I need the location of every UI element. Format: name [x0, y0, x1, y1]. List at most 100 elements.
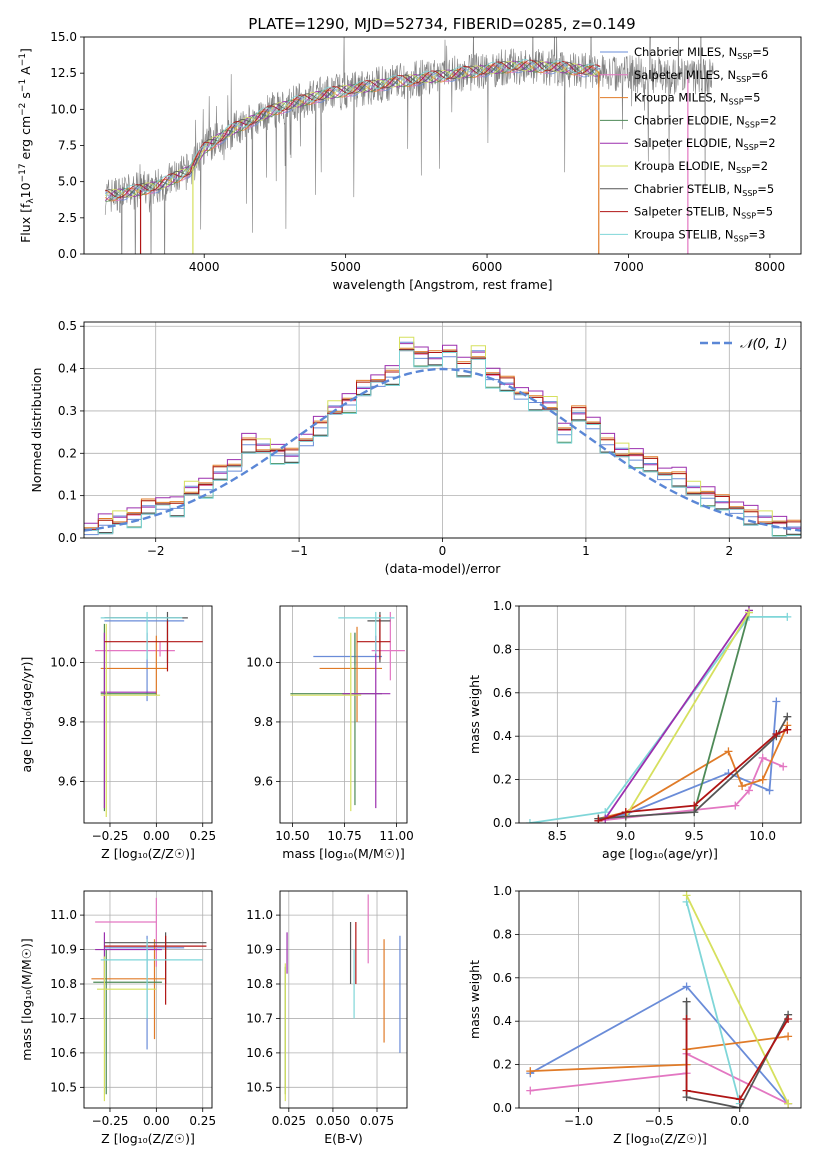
model-line-chabrier_miles — [105, 62, 601, 201]
y-tick-label: 9.8 — [58, 715, 77, 729]
y-tick-label: 0.2 — [493, 1058, 512, 1072]
x-axis-label: mass [log₁₀(M/M☉)] — [282, 846, 404, 861]
axes: 10.50 10.75 11.00 9.6 9.8 10.0 mass [log₁₀(M/M… — [246, 605, 414, 861]
axes-frame — [83, 605, 213, 824]
x-tick-label: −0.5 — [645, 1114, 674, 1128]
y-tick-label: 10.0 — [246, 655, 273, 669]
plot-area — [95, 611, 203, 818]
x-tick-label: 7000 — [613, 260, 644, 274]
plot-area — [84, 336, 801, 537]
axes: −1.0 −0.5 0.0 0.0 0.2 0.4 0.6 0.8 1.0 Z [log₁₀(Z/… — [467, 884, 802, 1146]
weight-line-kroupa_stelib — [685, 901, 741, 1104]
y-tick-label: 5.0 — [58, 175, 77, 189]
x-tick-label: 0.25 — [189, 1114, 216, 1128]
x-tick-label: −1.0 — [564, 1114, 593, 1128]
y-tick-label: 10.7 — [50, 1011, 77, 1025]
y-tick-label: 0.0 — [58, 247, 77, 261]
x-tick-label: 0.025 — [272, 1114, 306, 1128]
y-tick-label: 0.6 — [493, 971, 512, 985]
axes: −0.25 0.00 0.25 10.5 10.6 10.7 10.8 10.9 11.0 Z [… — [19, 890, 216, 1146]
axes-frame — [518, 605, 802, 824]
errorbar-point — [338, 611, 395, 654]
y-axis-label: mass weight — [467, 960, 482, 1039]
x-tick-label: −0.25 — [92, 1114, 129, 1128]
x-tick-label: −0.25 — [92, 829, 129, 843]
axes: 4000 5000 6000 7000 8000 0.0 2.5 5.0 7.5 10.0 12.5… — [18, 30, 802, 292]
plus-marker — [526, 1086, 535, 1095]
x-tick-label: 11.00 — [379, 829, 413, 843]
x-tick-label: 10.0 — [749, 829, 776, 843]
axes-frame — [279, 605, 408, 824]
y-tick-label: 0.0 — [58, 531, 77, 545]
figure-title: PLATE=1290, MJD=52734, FIBERID=0285, z=0… — [248, 15, 635, 33]
x-tick-label: 10.50 — [275, 829, 309, 843]
legend-label: 𝒩(0, 1) — [740, 337, 787, 352]
plot-area — [526, 891, 793, 1108]
plus-marker — [682, 982, 691, 991]
x-tick-label: −1 — [290, 544, 308, 558]
axes: 8.5 9.0 9.5 10.0 0.0 0.2 0.4 0.6 0.8 1.0 age [log₁… — [467, 599, 802, 861]
errorbar-point — [371, 611, 405, 681]
plus-marker — [772, 697, 781, 706]
normal-curve — [84, 367, 801, 532]
y-tick-label: 0.4 — [58, 362, 77, 376]
y-tick-label: 0.6 — [493, 686, 512, 700]
y-tick-label: 15.0 — [50, 30, 77, 44]
errorbar-point — [290, 632, 362, 812]
plus-marker — [784, 1015, 793, 1024]
y-tick-label: 10.5 — [246, 1080, 273, 1094]
legend-label: Kroupa ELODIE, NSSP=2 — [634, 159, 768, 175]
plus-marker — [690, 801, 699, 810]
plus-marker — [735, 1104, 744, 1108]
panel-spectrum: 4000 5000 6000 7000 8000 0.0 2.5 5.0 7.5 10.0 12.5… — [18, 30, 802, 292]
model-line-salpeter_elodie — [104, 60, 601, 201]
weight-line-salpeter_elodie — [604, 609, 750, 820]
plus-marker — [779, 762, 788, 771]
y-axis-label: Flux [fλ10−17 erg cm−2 s−1 A−1] — [18, 48, 36, 243]
y-tick-label: 0.2 — [58, 446, 77, 460]
plus-marker — [525, 819, 534, 823]
errorbar-point — [357, 614, 391, 660]
grid — [280, 891, 407, 1108]
axes-frame — [518, 890, 802, 1109]
hist-kroupa_stelib — [84, 350, 801, 537]
panel-residuals: −2 −1 0 1 2 0.0 0.1 0.2 0.3 0.4 0.5 (data-model)/er… — [29, 319, 802, 576]
axes: 0.025 0.050 0.075 10.5 10.6 10.7 10.8 10.9 11.0 E… — [246, 890, 408, 1146]
x-axis-label: Z [log₁₀(Z/Z☉)] — [101, 846, 195, 861]
legend-label: Salpeter STELIB, NSSP=5 — [634, 205, 773, 221]
panel-weight-vs-age: 8.5 9.0 9.5 10.0 0.0 0.2 0.4 0.6 0.8 1.0 age [log₁… — [467, 599, 802, 861]
plus-marker — [758, 775, 767, 784]
plus-marker — [744, 608, 753, 617]
axes: −2 −1 0 1 2 0.0 0.1 0.2 0.3 0.4 0.5 (data-model)/er… — [29, 319, 802, 576]
grid — [84, 891, 212, 1108]
axes-frame — [279, 890, 408, 1109]
x-tick-label: 5000 — [330, 260, 361, 274]
y-tick-label: 0.2 — [493, 773, 512, 787]
legend-label: Salpeter MILES, NSSP=6 — [634, 68, 768, 84]
x-tick-label: 8.5 — [548, 829, 567, 843]
plus-marker — [682, 891, 691, 900]
plus-marker — [682, 1086, 691, 1095]
legend-label: Kroupa MILES, NSSP=5 — [634, 91, 760, 107]
weight-line-salpeter_stelib — [685, 1018, 789, 1101]
plot-area — [104, 37, 714, 254]
plus-marker — [758, 753, 767, 762]
y-tick-label: 9.6 — [254, 774, 273, 788]
plus-marker — [772, 730, 781, 739]
y-tick-label: 2.5 — [58, 211, 77, 225]
x-axis-label: E(B-V) — [324, 1131, 363, 1146]
x-tick-label: 6000 — [472, 260, 503, 274]
y-axis-label: Normed distribution — [29, 368, 44, 493]
x-tick-label: 8000 — [755, 260, 786, 274]
errorbar-point — [95, 641, 175, 657]
x-tick-label: 0.0 — [730, 1114, 749, 1128]
plus-marker — [735, 1095, 744, 1104]
y-tick-label: 10.6 — [50, 1046, 77, 1060]
legend: 𝒩(0, 1) — [700, 337, 787, 352]
model-line-kroupa_miles — [104, 61, 601, 202]
x-tick-label: 4000 — [189, 260, 220, 274]
y-tick-label: 10.0 — [50, 102, 77, 116]
y-tick-label: 11.0 — [50, 908, 77, 922]
plus-marker — [783, 612, 792, 621]
